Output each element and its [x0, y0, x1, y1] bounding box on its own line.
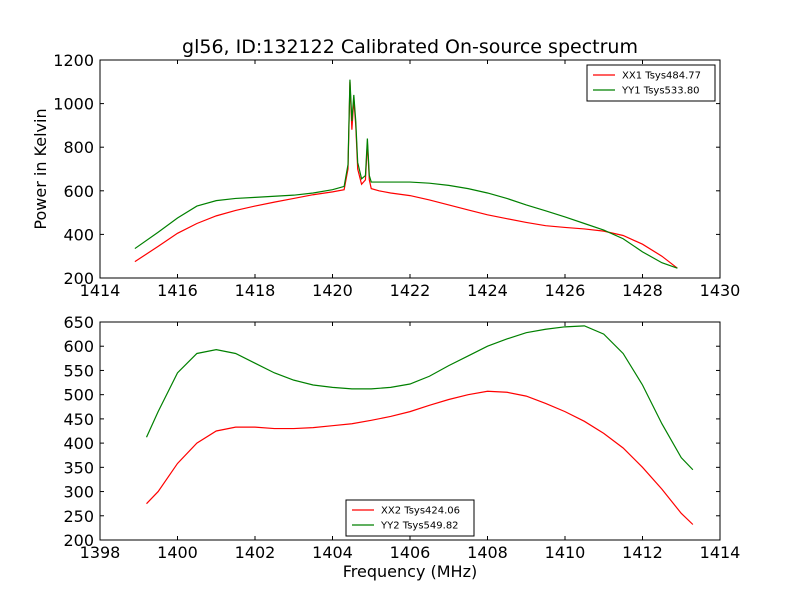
legend: XX2 Tsys424.06 YY2 Tsys549.82 [345, 499, 475, 537]
legend-box [345, 499, 475, 537]
x-tick-label: 1422 [390, 281, 431, 300]
legend-entry: YY2 Tsys549.82 [380, 521, 459, 532]
x-tick-label: 1414 [80, 281, 121, 300]
plots: 1414 1416 1418 1420 1422 1424 1426 1428 1430 200 4… [31, 36, 740, 581]
legend: XX1 Tsys484.77 YY1 Tsys533.80 [586, 64, 716, 102]
series-line-2-2 [145, 325, 694, 471]
y-tick-label: 600 [63, 182, 94, 201]
y-tick-label: 400 [63, 225, 94, 244]
series-line-1-2 [134, 79, 678, 269]
y-tick-label: 600 [63, 337, 94, 356]
y-tick-label: 400 [63, 434, 94, 453]
x-tick-label: 1430 [700, 281, 741, 300]
y-tick-label: 300 [63, 483, 94, 502]
x-tick-label: 1420 [312, 281, 353, 300]
legend-entry: XX1 Tsys484.77 [622, 71, 701, 82]
x-tick-label: 1408 [467, 543, 508, 562]
x-tick-label: 1406 [390, 543, 431, 562]
x-tick-label: 1428 [622, 281, 663, 300]
x-tick-label: 1412 [622, 543, 663, 562]
x-tick-label: 1418 [235, 281, 276, 300]
subplot-2: 1398 1400 1402 1404 1406 1408 1410 1412 1414 200 2… [63, 313, 740, 581]
x-tick-label: 1400 [157, 543, 198, 562]
y-tick-label: 250 [63, 507, 94, 526]
x-tick-label: 1426 [545, 281, 586, 300]
series-line-2-1 [146, 390, 694, 525]
legend-entry: XX2 Tsys424.06 [381, 506, 460, 517]
y-tick-label: 450 [63, 410, 94, 429]
chart-title: gl56, ID:132122 Calibrated On-source spe… [182, 36, 638, 58]
legend-box [586, 64, 716, 102]
x-axis-label: Frequency (MHz) [343, 562, 477, 581]
y-tick-label: 200 [63, 531, 94, 550]
y-tick-label: 200 [63, 269, 94, 288]
y-tick-label: 1000 [53, 95, 94, 114]
x-tick-label: 1416 [157, 281, 198, 300]
y-tick-label: 350 [63, 458, 94, 477]
y-tick-label: 800 [63, 138, 94, 157]
x-tick-label: 1398 [80, 543, 121, 562]
y-tick-label: 500 [63, 386, 94, 405]
legend-entry: YY1 Tsys533.80 [621, 86, 700, 97]
y-axis-label: Power in Kelvin [31, 108, 50, 229]
x-tick-label: 1414 [700, 543, 741, 562]
y-tick-label: 550 [63, 361, 94, 380]
subplot-1: 1414 1416 1418 1420 1422 1424 1426 1428 1430 200 4… [31, 36, 740, 300]
y-tick-label: 1200 [53, 51, 94, 70]
x-tick-label: 1410 [545, 543, 586, 562]
x-tick-label: 1424 [467, 281, 508, 300]
x-tick-label: 1402 [235, 543, 276, 562]
y-tick-label: 650 [63, 313, 94, 332]
x-tick-label: 1404 [312, 543, 353, 562]
